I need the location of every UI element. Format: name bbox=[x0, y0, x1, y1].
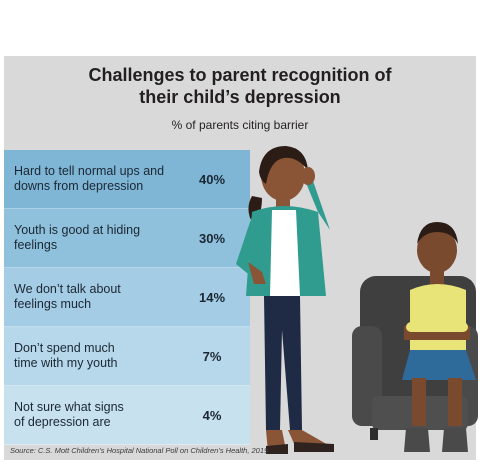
barrier-table: Hard to tell normal ups and downs from de… bbox=[4, 150, 250, 445]
barrier-label-line-1: Not sure what signs bbox=[14, 400, 124, 414]
barrier-value: 4% bbox=[202, 407, 222, 423]
barrier-value: 40% bbox=[198, 171, 226, 187]
barrier-label-line-2: of depression are bbox=[14, 415, 111, 429]
barrier-label-line-2: time with my youth bbox=[14, 356, 118, 370]
chart-title-line-2: their child’s depression bbox=[139, 87, 341, 107]
barrier-row: Not sure what signs of depression are 4% bbox=[4, 386, 250, 445]
chart-title-line-1: Challenges to parent recognition of bbox=[88, 65, 392, 85]
barrier-label-line-2: downs from depression bbox=[14, 179, 144, 193]
barrier-label-line-2: feelings much bbox=[14, 297, 92, 311]
barrier-row: Hard to tell normal ups and downs from de… bbox=[4, 150, 250, 209]
barrier-label-line-1: Don’t spend much bbox=[14, 341, 115, 355]
barrier-row: Youth is good at hiding feelings 30% bbox=[4, 209, 250, 268]
chart-title: Challenges to parent recognition of thei… bbox=[4, 64, 476, 108]
barrier-label: Not sure what signs of depression are bbox=[4, 400, 174, 430]
boy-illustration bbox=[402, 222, 476, 452]
barrier-label: We don’t talk about feelings much bbox=[4, 282, 174, 312]
barrier-label: Don’t spend much time with my youth bbox=[4, 341, 174, 371]
barrier-label: Hard to tell normal ups and downs from de… bbox=[4, 164, 174, 194]
barrier-value: 30% bbox=[198, 230, 226, 246]
source-note: Source: C.S. Mott Children’s Hospital Na… bbox=[10, 446, 269, 455]
barrier-label-line-1: Hard to tell normal ups and bbox=[14, 164, 165, 178]
barrier-label-line-2: feelings bbox=[14, 238, 58, 252]
barrier-label-line-1: We don’t talk about bbox=[14, 282, 121, 296]
barrier-value: 14% bbox=[198, 289, 226, 305]
barrier-row: We don’t talk about feelings much 14% bbox=[4, 268, 250, 327]
chart-subtitle: % of parents citing barrier bbox=[171, 118, 309, 132]
woman-illustration bbox=[236, 146, 334, 454]
barrier-value: 7% bbox=[202, 348, 222, 364]
barrier-row: Don’t spend much time with my youth 7% bbox=[4, 327, 250, 386]
barrier-label: Youth is good at hiding feelings bbox=[4, 223, 174, 253]
barrier-label-line-1: Youth is good at hiding bbox=[14, 223, 141, 237]
